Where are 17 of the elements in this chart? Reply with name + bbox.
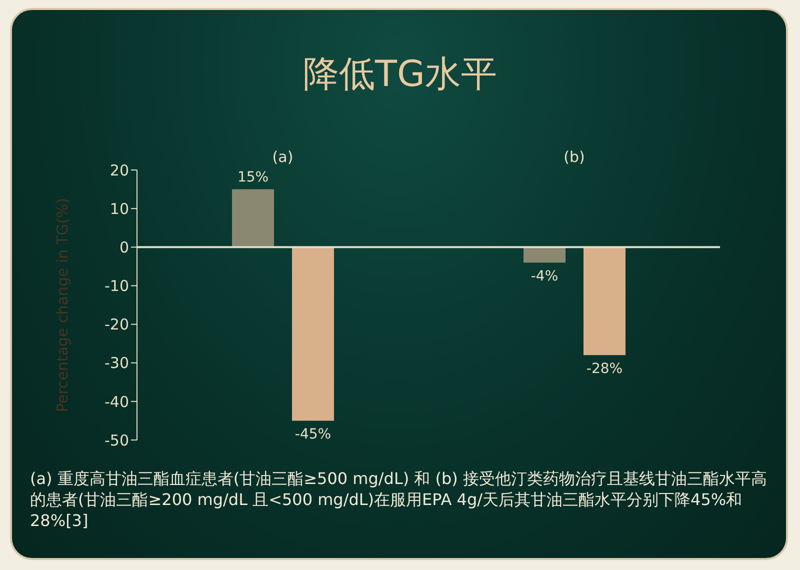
- y-tick-label: 0: [119, 238, 129, 256]
- y-tick-label: -10: [104, 277, 129, 296]
- y-tick-label: 20: [110, 161, 129, 180]
- chart-title: 降低TG水平: [302, 53, 498, 97]
- x-tick-label: (a): [272, 148, 294, 166]
- y-tick-label: -30: [104, 354, 129, 372]
- data-label: -45%: [294, 426, 332, 443]
- data-label: -28%: [586, 361, 623, 378]
- x-tick-label: (b): [564, 148, 585, 166]
- y-axis-title: Percentage change in TG(%): [53, 198, 72, 412]
- y-tick-label: 10: [110, 200, 129, 218]
- y-tick-label: -50: [104, 431, 129, 450]
- text: (a) 重度高甘油三酯血症患者(甘油三酯≥500 mg/dL) 和 (b) 接受他汀类药物治疗且基线甘油三酯水平高的患者(甘油三酯≥200 mg/dL 且<500 mg/dL)在服用EPA 4g/天后其甘油三酯水平分别下降45%和28%[3]: [30, 468, 768, 531]
- data-label: 15%: [237, 169, 269, 186]
- data-label: -4%: [530, 268, 558, 285]
- y-tick-label: -20: [104, 316, 129, 334]
- y-tick-label: -40: [104, 392, 129, 411]
